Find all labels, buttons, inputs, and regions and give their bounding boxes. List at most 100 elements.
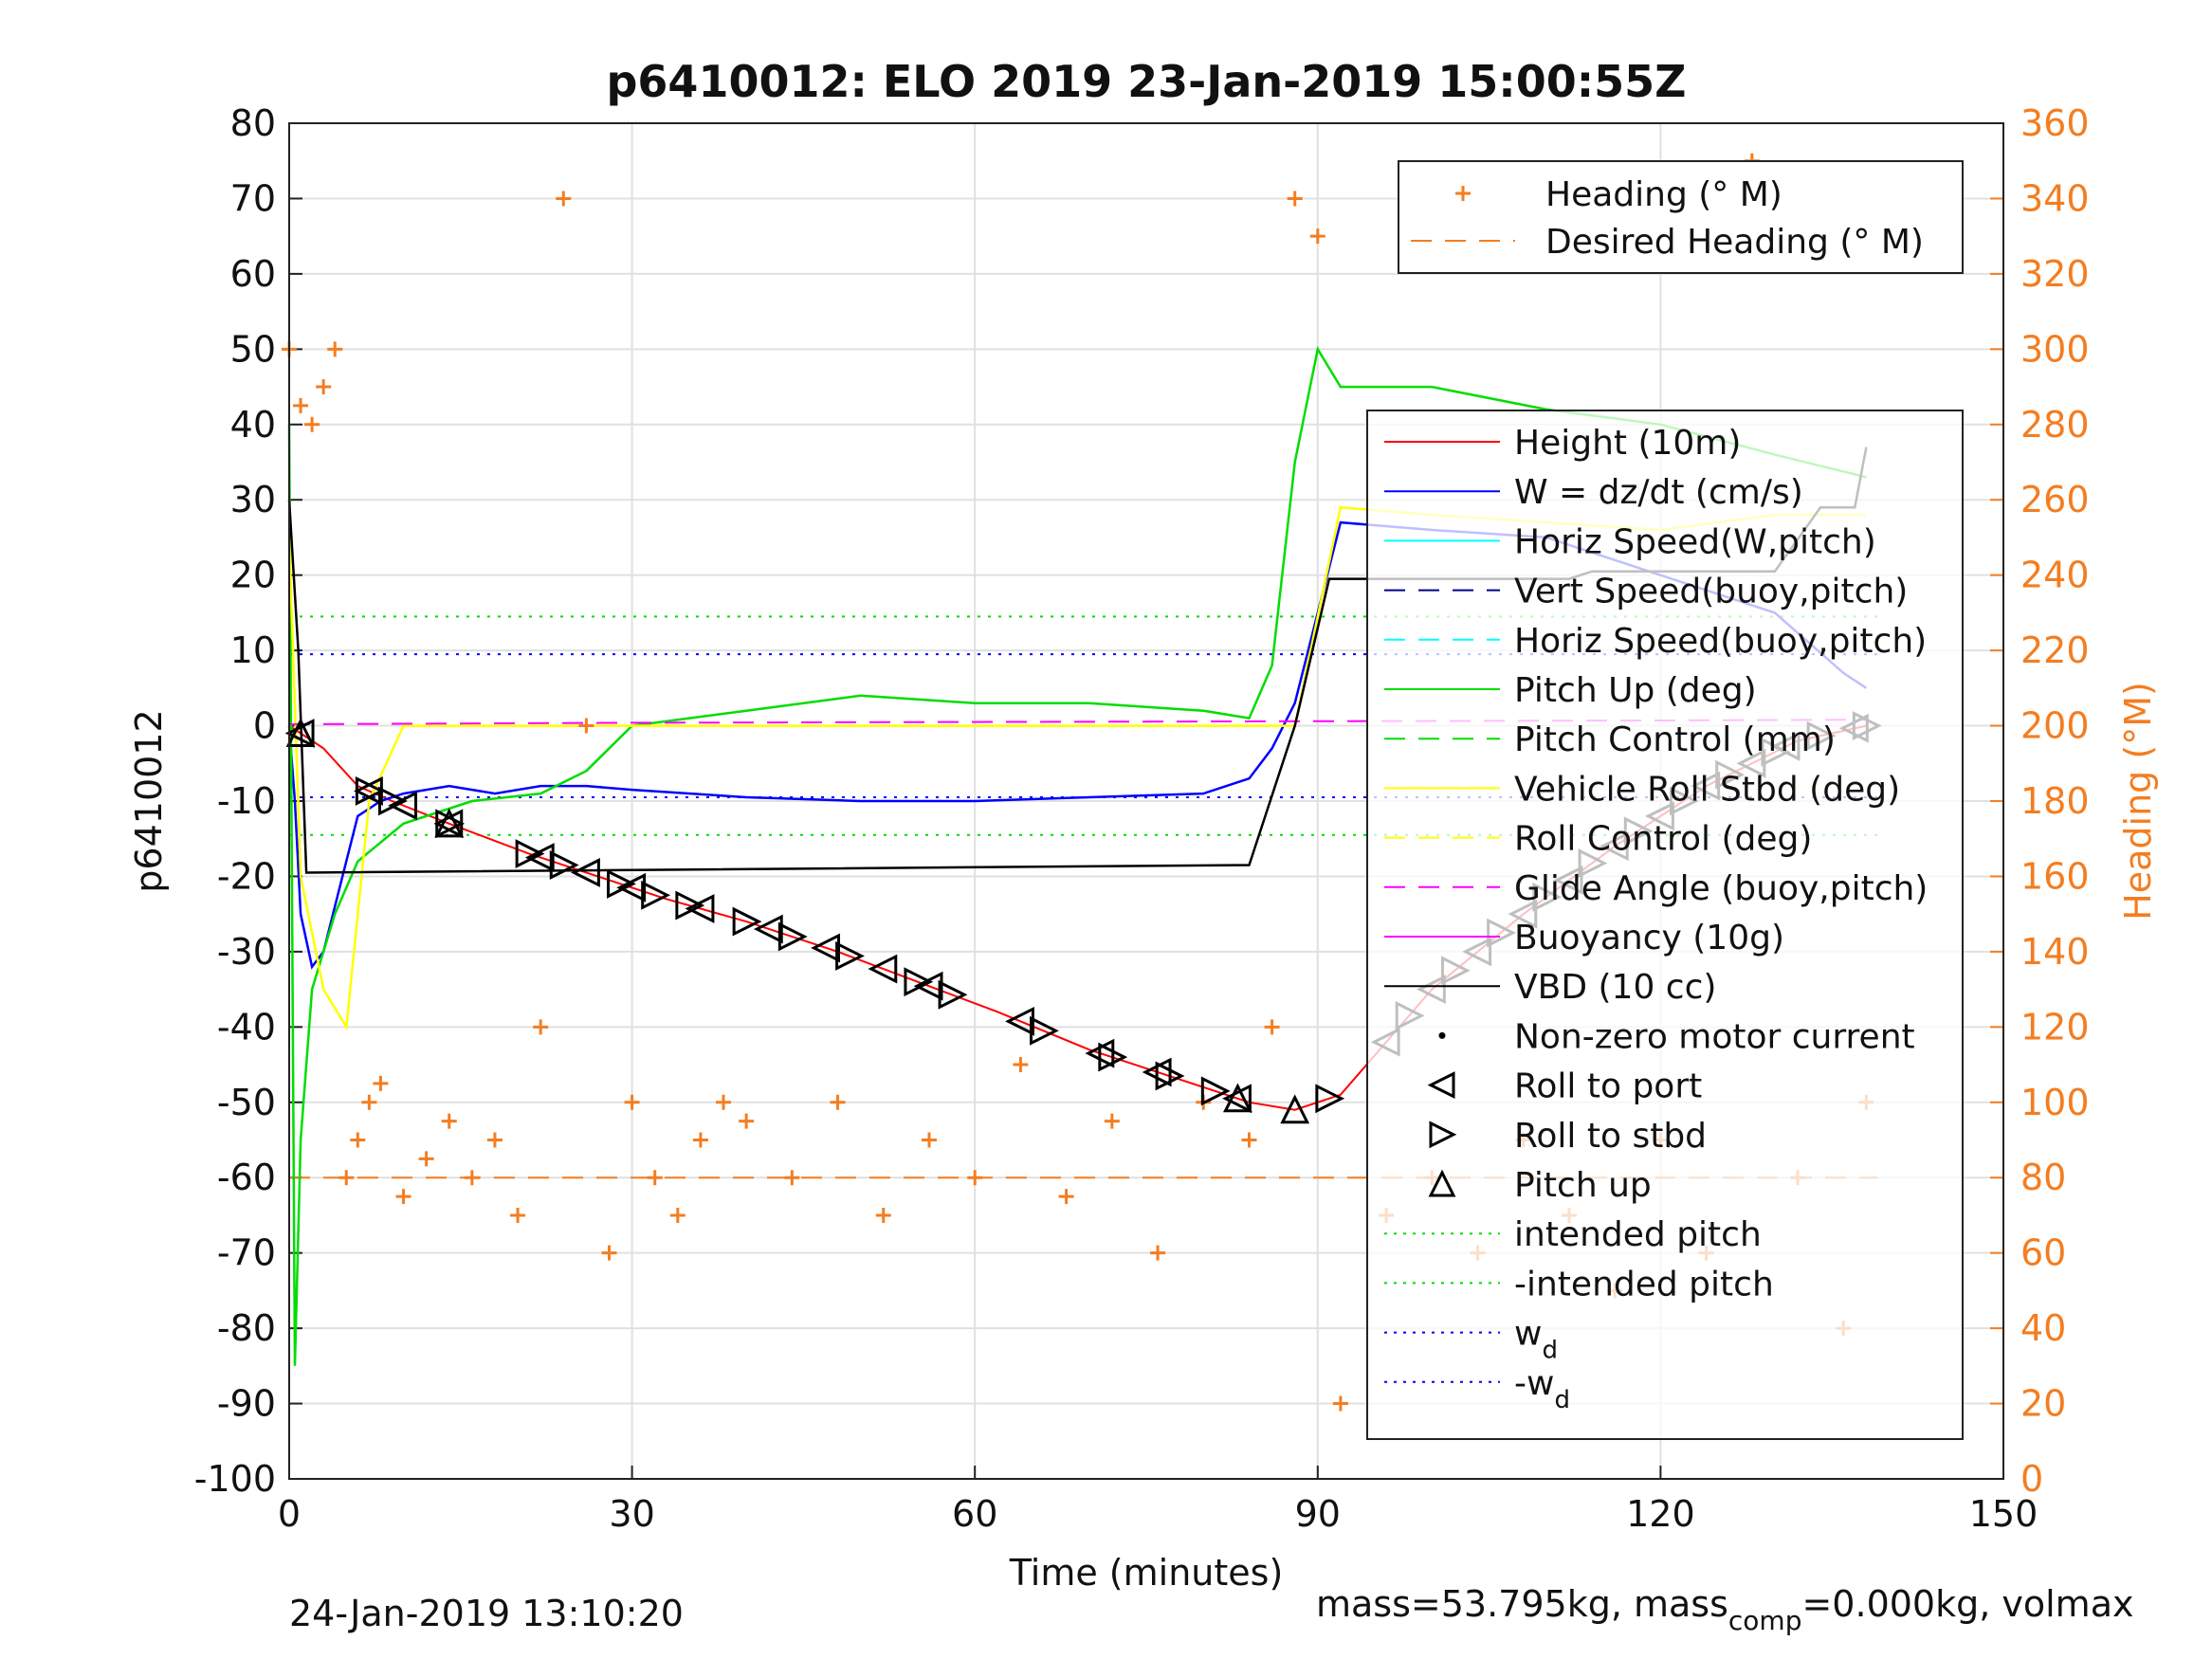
x-tick-label: 90 xyxy=(1295,1493,1341,1535)
legend-label: Height (10m) xyxy=(1514,424,1741,463)
x-tick-labels: 0 30 60 90 120 150 xyxy=(278,1493,2038,1535)
heading-point xyxy=(464,1170,480,1186)
heading-point xyxy=(601,1245,617,1261)
legend-main: Height (10m) W = dz/dt (cm/s) Horiz Speed(… xyxy=(1366,410,1964,1440)
legend-heading-entry: Desired Heading (° M) xyxy=(1411,223,1924,262)
legend-main-entry: Pitch Up (deg) xyxy=(1384,671,1757,710)
heading-point xyxy=(418,1151,434,1167)
legend-main-entry: Vehicle Roll Stbd (deg) xyxy=(1384,770,1900,809)
legend-label: Roll to stbd xyxy=(1514,1117,1707,1156)
roll-to-stbd-marker xyxy=(777,921,808,952)
roll-to-stbd-marker xyxy=(377,786,408,816)
y-axis-label-right: Heading (°M) xyxy=(2117,682,2159,921)
legend-heading: Heading (° M) Desired Heading (° M) xyxy=(1398,160,1964,274)
roll-to-stbd-marker xyxy=(1030,1015,1059,1046)
legend-main-entry: Roll to port xyxy=(1427,1067,1702,1106)
heading-point xyxy=(304,416,320,432)
legend-main-entry: Height (10m) xyxy=(1384,424,1741,463)
heading-point xyxy=(338,1170,355,1186)
heading-point xyxy=(739,1113,755,1129)
y-tick-label-right: 180 xyxy=(2020,780,2090,822)
x-tick-label: 30 xyxy=(609,1493,654,1535)
footer-timestamp: 24-Jan-2019 13:10:20 xyxy=(289,1593,684,1634)
legend-heading-box xyxy=(1398,160,1964,274)
legend-main-entry: -intended pitch xyxy=(1384,1265,1774,1304)
y-tick-label-left: -90 xyxy=(217,1383,276,1425)
roll-to-stbd-marker xyxy=(515,839,545,869)
y-tick-label-left: 60 xyxy=(230,253,276,295)
y-tick-label-left: 40 xyxy=(230,404,276,446)
x-tick-label: 120 xyxy=(1626,1493,1695,1535)
roll-to-stbd-marker xyxy=(641,880,671,910)
roll-to-port-marker xyxy=(616,872,647,902)
legend-main-entry: Roll to stbd xyxy=(1429,1117,1707,1156)
heading-point xyxy=(1104,1113,1120,1129)
heading-point xyxy=(373,1075,389,1091)
legend-label: Non-zero motor current xyxy=(1514,1017,1915,1056)
heading-point xyxy=(647,1170,663,1186)
pitch-up-marker xyxy=(1280,1094,1310,1124)
series-line xyxy=(287,345,1867,1366)
y-tick-label-left: 30 xyxy=(230,479,276,520)
legend-main-entry: Pitch up xyxy=(1428,1166,1652,1205)
legend-label: W = dz/dt (cm/s) xyxy=(1514,473,1803,512)
legend-main-entry: Non-zero motor current xyxy=(1438,1017,1915,1056)
heading-point xyxy=(441,1113,457,1129)
heading-point xyxy=(1332,1395,1348,1412)
y-tick-label-right: 140 xyxy=(2020,931,2090,973)
y-tick-label-right: 340 xyxy=(2020,177,2090,219)
y-tick-label-right: 360 xyxy=(2020,102,2090,144)
legend-label: Roll Control (deg) xyxy=(1514,820,1812,859)
y-tick-label-left: 50 xyxy=(230,328,276,370)
heading-point xyxy=(1150,1245,1166,1261)
legend-main-entry: Glide Angle (buoy,pitch) xyxy=(1384,869,1928,908)
heading-point xyxy=(967,1170,983,1186)
y-tick-label-left: 70 xyxy=(230,177,276,219)
heading-point xyxy=(1241,1132,1257,1148)
heading-point xyxy=(556,191,572,207)
heading-point xyxy=(316,379,332,395)
roll-to-stbd-marker xyxy=(1315,1084,1345,1114)
footer-mass-sub: comp xyxy=(1728,1605,1802,1636)
heading-point xyxy=(875,1207,891,1223)
legend-symbol-triangle xyxy=(1428,1169,1456,1197)
footer-mass-text-a: mass=53.795kg, mass xyxy=(1316,1583,1728,1625)
y-tick-label-right: 320 xyxy=(2020,253,2090,295)
pitch-up-marker xyxy=(285,718,316,747)
heading-point xyxy=(327,341,343,357)
roll-to-stbd-marker xyxy=(1098,1042,1128,1072)
legend-label: Pitch up xyxy=(1514,1166,1652,1205)
legend-symbol-dot xyxy=(1438,1031,1446,1039)
legend-main-entry: VBD (10 cc) xyxy=(1384,968,1716,1007)
heading-point xyxy=(578,718,594,734)
roll-to-port-marker xyxy=(524,843,555,873)
legend-label: Pitch Control (mm) xyxy=(1514,720,1836,759)
y-tick-label-left: -80 xyxy=(217,1307,276,1349)
y-tick-label-left: -70 xyxy=(217,1232,276,1274)
heading-point xyxy=(830,1094,846,1110)
legend-heading-entry: Heading (° M) xyxy=(1455,175,1782,214)
roll-to-stbd-marker xyxy=(1200,1076,1231,1106)
y-tick-label-right: 300 xyxy=(2020,328,2090,370)
heading-point xyxy=(486,1132,503,1148)
legend-symbol-plus xyxy=(1455,186,1471,201)
x-tick-label: 60 xyxy=(952,1493,997,1535)
y-tick-label-left: -50 xyxy=(217,1082,276,1123)
roll-to-stbd-marker xyxy=(549,850,579,880)
roll-to-port-marker xyxy=(571,858,600,887)
roll-to-stbd-marker xyxy=(435,809,466,839)
roll-to-stbd-marker xyxy=(355,775,385,806)
roll-to-port-marker xyxy=(1222,1084,1252,1114)
y-tick-label-left: -60 xyxy=(217,1157,276,1198)
roll-to-port-marker xyxy=(868,954,898,984)
heading-point xyxy=(692,1132,708,1148)
heading-point xyxy=(716,1094,732,1110)
legend-main-entry: intended pitch xyxy=(1384,1215,1762,1254)
roll-to-stbd-marker xyxy=(732,906,762,937)
heading-point xyxy=(293,397,309,413)
legend-label: Buoyancy (10g) xyxy=(1514,919,1784,957)
chart-title: p6410012: ELO 2019 23-Jan-2019 15:00:55Z xyxy=(607,56,1687,107)
heading-point xyxy=(1013,1057,1029,1073)
heading-point xyxy=(1287,191,1303,207)
footer-mass-text-b: =0.000kg, volmax xyxy=(1801,1583,2134,1625)
